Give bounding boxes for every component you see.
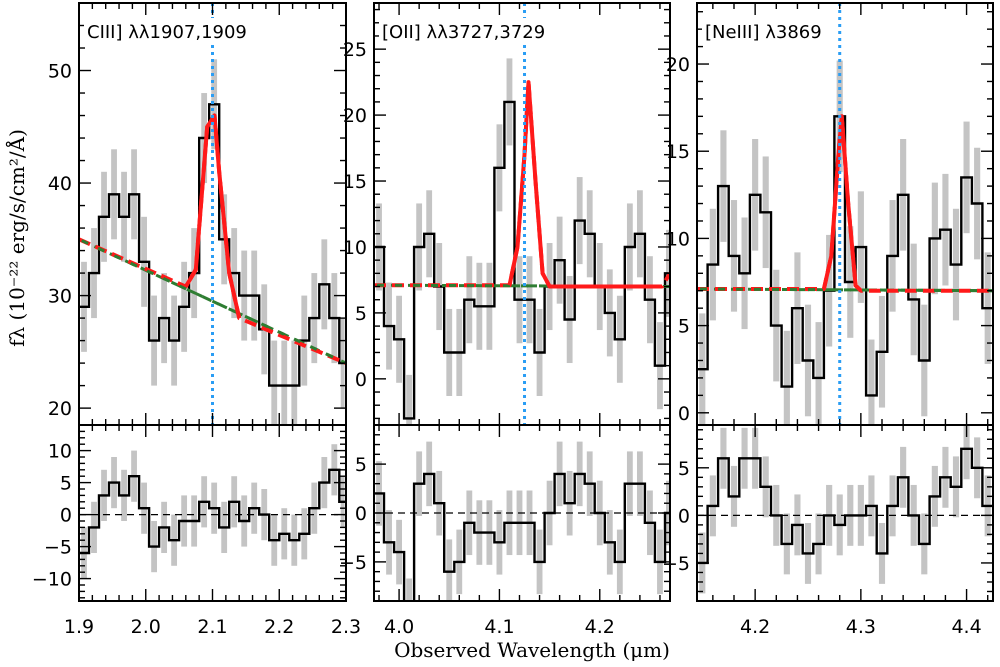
y-tick-label: 15 — [343, 171, 367, 193]
x-axis-label: Observed Wavelength (μm) — [394, 638, 670, 662]
y-tick-label: 25 — [343, 39, 367, 61]
bottom-frame — [696, 424, 994, 602]
spectrum-plot — [697, 60, 993, 425]
res-y-tick-label: 0 — [60, 505, 72, 527]
y-tick-label: 0 — [355, 369, 367, 391]
residual-line — [79, 468, 346, 555]
y-tick-label: 5 — [678, 316, 690, 338]
x-tick-label: 2.0 — [131, 616, 161, 638]
x-tick-label: 4.0 — [384, 616, 414, 638]
x-tick-label: 1.9 — [64, 616, 94, 638]
error-bar — [783, 330, 790, 425]
panel-title: [OII] λλ3727,3729 — [382, 22, 545, 43]
y-tick-label: 20 — [666, 54, 690, 76]
error-bar — [868, 339, 875, 425]
title-bg — [702, 18, 827, 44]
res-y-tick-label: 0 — [355, 503, 367, 525]
residual-error-bar — [406, 578, 413, 601]
y-tick-label: 30 — [48, 286, 72, 308]
title-bg — [84, 18, 252, 44]
residual-error-bar — [963, 425, 970, 480]
spectrum-plot — [79, 59, 346, 425]
panel-1: 1.9 2.0 2.1 2.2 2.3 20 30 40 50 −10 −5 0 5 10 CIII] λλ… — [32, 2, 361, 638]
x-tick-label: 4.3 — [846, 616, 876, 638]
x-tick-label: 2.2 — [264, 616, 294, 638]
panel-2: 4.0 4.1 4.2 0 5 10 15 20 25 −5 0 5 [OII] λλ3727,3729 — [339, 2, 671, 638]
res-y-tick-label: −10 — [32, 569, 72, 591]
panel-3: 4.2 4.3 4.4 0 5 10 15 20 −5 0 5 [NeIII] λ3869 — [662, 2, 994, 638]
spectrum-plot — [374, 58, 670, 425]
continuum-line-overlay — [697, 287, 993, 293]
error-bar — [291, 340, 298, 425]
x-tick-label: 2.1 — [197, 616, 227, 638]
residual-line — [374, 472, 670, 601]
spectrum-line — [79, 103, 346, 387]
y-tick-label: 20 — [343, 105, 367, 127]
res-y-tick-label: −5 — [662, 553, 690, 575]
error-bar — [281, 340, 288, 425]
res-y-tick-label: 5 — [678, 458, 690, 480]
res-y-tick-label: −5 — [339, 552, 367, 574]
error-bar — [271, 340, 278, 425]
res-y-tick-label: 0 — [678, 505, 690, 527]
model-peak — [507, 80, 662, 289]
spectrum-line — [697, 115, 993, 397]
panel-title: [NeIII] λ3869 — [705, 22, 822, 43]
res-y-tick-label: 5 — [355, 454, 367, 476]
y-tick-label: 5 — [355, 303, 367, 325]
y-tick-label: 10 — [666, 228, 690, 250]
spectrum-line — [374, 100, 670, 420]
model-peak — [821, 114, 863, 293]
x-tick-label: 2.3 — [331, 616, 361, 638]
continuum-line-overlay — [374, 283, 670, 288]
x-tick-label: 4.1 — [484, 616, 514, 638]
y-tick-label: 0 — [678, 403, 690, 425]
res-y-tick-label: −5 — [44, 537, 72, 559]
y-tick-label: 20 — [48, 398, 72, 420]
error-bar — [815, 322, 822, 425]
x-tick-label: 4.2 — [585, 616, 615, 638]
y-tick-label: 40 — [48, 173, 72, 195]
title-bg — [379, 18, 551, 44]
continuum-line-overlay — [79, 237, 346, 365]
error-bar — [406, 374, 413, 425]
residual-plot — [697, 425, 993, 594]
residual-line — [697, 447, 993, 565]
residual-plot — [374, 441, 670, 601]
x-tick-label: 4.2 — [740, 616, 770, 638]
y-axis-label: fλ (10⁻²² erg/s/cm²/Å) — [4, 129, 29, 347]
residual-plot — [79, 444, 346, 579]
model-peak — [184, 113, 242, 319]
y-tick-label: 15 — [666, 141, 690, 163]
x-tick-label: 4.4 — [951, 616, 981, 638]
y-tick-label: 50 — [48, 61, 72, 83]
res-y-tick-label: 10 — [48, 441, 72, 463]
panel-title: CIII] λλ1907,1909 — [87, 22, 247, 43]
y-tick-label: 10 — [343, 237, 367, 259]
residual-error-bar — [446, 539, 453, 601]
res-y-tick-label: 5 — [60, 473, 72, 495]
